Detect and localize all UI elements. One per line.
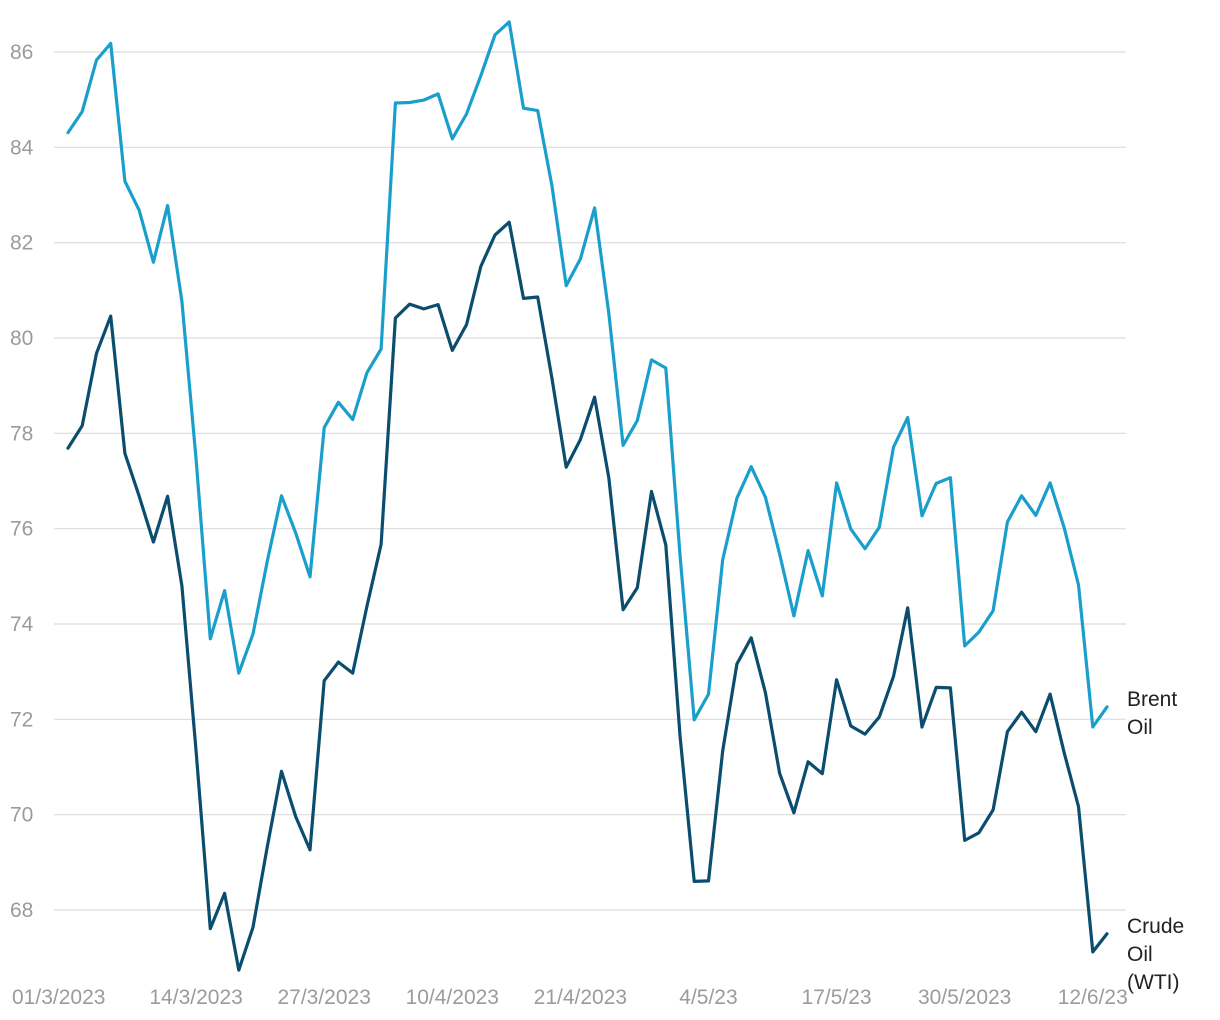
y-tick-label: 84 [10,136,34,159]
y-tick-label: 80 [10,327,33,350]
x-tick-label: 14/3/2023 [149,986,242,1009]
y-tick-label: 76 [10,518,33,541]
series-label-brent-oil: Brent [1127,688,1177,711]
grid [54,51,1126,911]
x-tick-label: 4/5/23 [679,986,737,1009]
x-axis: 01/3/2023 14/3/2023 27/3/2023 10/4/2023 21/4… [12,986,1128,1009]
x-tick-label: 30/5/2023 [918,986,1011,1009]
series-label-brent-oil: Oil [1127,716,1153,739]
series-label-crude-oil-wti: (WTI) [1127,971,1179,994]
y-tick-label: 82 [10,232,33,255]
y-tick-label: 74 [10,613,34,636]
y-tick-label: 68 [10,899,33,922]
x-tick-label: 01/3/2023 [12,986,105,1009]
x-tick-label: 27/3/2023 [277,986,370,1009]
x-tick-label: 21/4/2023 [534,986,627,1009]
x-tick-label: 10/4/2023 [406,986,499,1009]
series-label-crude-oil-wti: Crude [1127,915,1184,938]
series-labels: Brent Oil Crude Oil (WTI) [1127,688,1184,994]
series-line-brent-oil [66,20,1109,729]
y-tick-label: 86 [10,41,33,64]
series-line-crude-oil-wti [66,220,1109,972]
y-tick-label: 70 [10,804,33,827]
y-tick-label: 72 [10,708,33,731]
y-tick-label: 78 [10,422,33,445]
y-axis: 68 70 72 74 76 78 80 82 84 86 [10,41,34,922]
x-tick-label: 12/6/23 [1058,986,1128,1009]
series-label-crude-oil-wti: Oil [1127,943,1153,966]
series [66,20,1109,972]
x-tick-label: 17/5/23 [802,986,872,1009]
